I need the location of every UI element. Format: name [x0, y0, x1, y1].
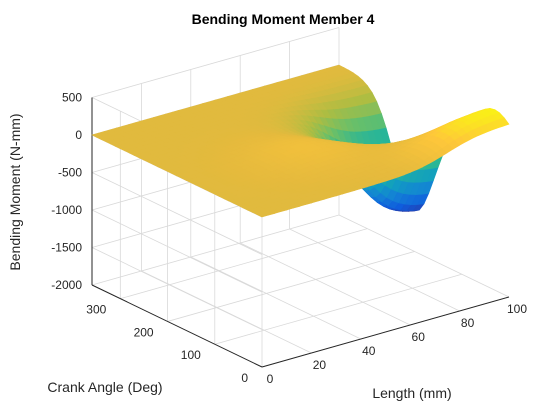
y-tick-label: 300	[86, 303, 106, 317]
z-tick-label: -1500	[51, 241, 82, 255]
y-grid-line	[120, 228, 368, 300]
y-tick-label: 0	[241, 371, 248, 385]
y-grid-line	[167, 251, 415, 322]
y-axis-label: Crank Angle (Deg)	[47, 379, 162, 395]
z-tick-label: -1000	[51, 203, 82, 217]
z-grid-line	[91, 27, 340, 98]
x-tick-label: 80	[461, 316, 475, 330]
x-grid-line	[190, 256, 361, 340]
surface-patch	[497, 117, 510, 127]
z-tick-labels: 500 0 -500 -1000 -1500 -2000	[51, 91, 82, 293]
y-tick-label: 100	[181, 348, 201, 362]
z-tick-label: -500	[58, 166, 82, 180]
surface-mesh	[91, 64, 510, 218]
y-axis-line	[91, 284, 263, 368]
z-tick-label: 0	[75, 128, 82, 142]
x-axis-line	[261, 296, 510, 368]
y-tick-label: 200	[134, 325, 154, 339]
z-axis-label: Bending Moment (N-mm)	[7, 113, 23, 270]
z-tick-label: 500	[62, 91, 82, 105]
chart-title: Bending Moment Member 4	[192, 11, 375, 27]
x-grid-line	[141, 270, 312, 354]
z-grid-line	[91, 214, 340, 286]
x-tick-labels: 0 20 40 60 80 100	[267, 302, 528, 386]
x-axis-label: Length (mm)	[372, 385, 451, 401]
y-tick-labels: 0 100 200 300	[86, 303, 248, 385]
x-tick-label: 20	[313, 358, 327, 372]
axis-box	[91, 97, 510, 368]
y-grid-line	[214, 273, 462, 345]
x-tick-label: 60	[412, 330, 426, 344]
z-tick-label: -2000	[51, 278, 82, 292]
x-grid-line	[240, 242, 411, 326]
x-tick-label: 0	[267, 372, 274, 386]
x-tick-label: 100	[507, 302, 527, 316]
z-grid-line	[91, 209, 263, 293]
x-tick-label: 40	[362, 344, 376, 358]
x-grid-line	[338, 214, 510, 298]
x-grid-line	[289, 228, 460, 312]
